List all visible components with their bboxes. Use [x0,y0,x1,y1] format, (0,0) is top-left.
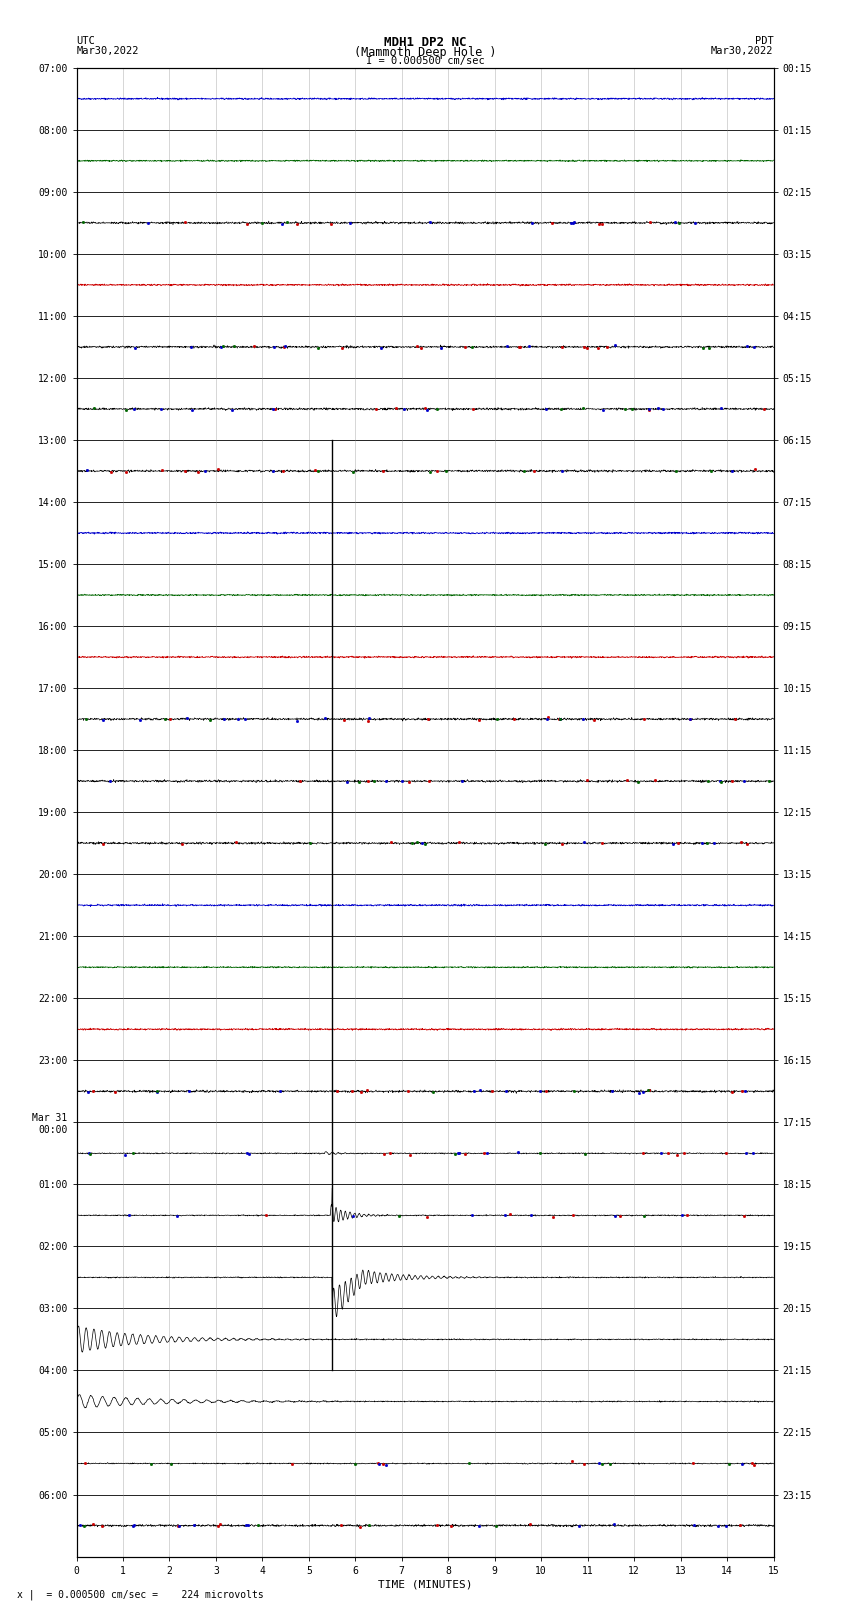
Text: UTC: UTC [76,37,95,47]
Text: I = 0.000500 cm/sec: I = 0.000500 cm/sec [366,56,484,66]
Text: Mar30,2022: Mar30,2022 [711,45,774,56]
Text: Mar30,2022: Mar30,2022 [76,45,139,56]
X-axis label: TIME (MINUTES): TIME (MINUTES) [377,1579,473,1590]
Text: PDT: PDT [755,37,774,47]
Text: MDH1 DP2 NC: MDH1 DP2 NC [383,37,467,50]
Text: x |  = 0.000500 cm/sec =    224 microvolts: x | = 0.000500 cm/sec = 224 microvolts [17,1589,264,1600]
Text: (Mammoth Deep Hole ): (Mammoth Deep Hole ) [354,45,496,60]
